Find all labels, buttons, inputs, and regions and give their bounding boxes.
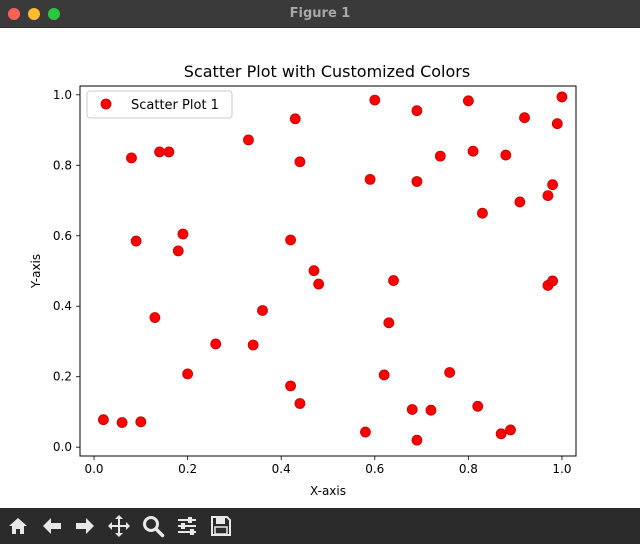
data-point (243, 134, 254, 146)
data-point (383, 317, 395, 329)
y-tick-label: 0.4 (53, 299, 72, 313)
y-tick-label: 0.0 (53, 440, 72, 454)
x-tick-label: 0.4 (272, 462, 291, 476)
chart-title: Scatter Plot with Customized Colors (184, 62, 470, 81)
data-point (551, 118, 563, 130)
x-axis-ticks: 0.0 0.2 0.4 0.6 0.8 1.0 (84, 456, 572, 476)
data-point (149, 312, 161, 323)
forward-button[interactable] (70, 511, 100, 541)
pan-button[interactable] (104, 511, 134, 541)
maximize-window-button[interactable] (48, 8, 60, 20)
data-point (495, 428, 507, 440)
plot-area[interactable] (80, 86, 576, 456)
arrow-left-icon (43, 518, 61, 534)
data-point (434, 150, 446, 162)
data-point (411, 105, 423, 117)
data-point (369, 94, 381, 106)
data-point (163, 146, 175, 158)
data-point (547, 179, 558, 191)
data-point (257, 305, 268, 316)
data-point (177, 228, 189, 240)
plot-frame (79, 85, 577, 457)
arrow-right-icon (76, 518, 94, 534)
data-point (467, 145, 479, 157)
magnifier-icon (143, 516, 165, 538)
back-button[interactable] (37, 511, 67, 541)
x-tick-label: 0.6 (365, 462, 384, 476)
data-point (500, 149, 512, 161)
data-point (313, 278, 325, 290)
data-point (294, 156, 306, 168)
data-point (130, 235, 142, 247)
data-point (308, 265, 320, 277)
sliders-icon (178, 517, 196, 535)
data-point (472, 400, 484, 412)
data-point (425, 404, 437, 416)
zoom-button[interactable] (138, 511, 168, 541)
y-tick-label: 1.0 (53, 88, 72, 102)
data-point (285, 234, 296, 246)
data-point (406, 404, 418, 415)
data-point (247, 339, 259, 351)
data-point (182, 368, 194, 380)
window-titlebar[interactable]: Figure 1 (0, 0, 640, 28)
save-button[interactable] (206, 511, 236, 541)
data-point (135, 416, 147, 428)
configure-subplots-button[interactable] (172, 511, 202, 541)
data-point (547, 275, 558, 287)
data-point (411, 176, 423, 187)
data-point (477, 207, 488, 219)
data-point (364, 173, 376, 185)
y-tick-label: 0.2 (53, 370, 72, 384)
data-point (285, 380, 296, 392)
legend: Scatter Plot 1 (86, 90, 233, 119)
figure-canvas[interactable]: Scatter Plot with Customized Colors 0.0 0… (0, 28, 640, 508)
navigation-toolbar (0, 508, 640, 544)
window-title: Figure 1 (289, 6, 351, 21)
close-window-button[interactable] (8, 8, 20, 20)
floppy-disk-icon (211, 516, 231, 536)
data-point (556, 91, 568, 103)
y-axis-ticks: 0.0 0.2 0.4 0.6 0.8 1.0 (53, 88, 80, 454)
data-point (378, 369, 390, 381)
y-axis-label: Y-axis (29, 254, 43, 289)
data-point (444, 367, 456, 378)
data-point (172, 245, 184, 257)
home-button[interactable] (3, 511, 33, 541)
scatter-chart[interactable]: Scatter Plot with Customized Colors 0.0 0… (0, 28, 640, 508)
data-point (154, 146, 165, 158)
data-point (116, 417, 128, 428)
data-point (505, 424, 516, 436)
data-point (388, 275, 399, 286)
home-icon (9, 518, 27, 534)
x-tick-label: 0.2 (178, 462, 197, 476)
x-tick-label: 0.0 (84, 462, 103, 476)
data-point (514, 196, 526, 208)
x-tick-label: 0.8 (459, 462, 478, 476)
data-point (289, 113, 301, 125)
data-point (294, 398, 306, 409)
legend-marker (100, 98, 112, 110)
legend-label: Scatter Plot 1 (131, 98, 219, 113)
data-points (98, 91, 568, 446)
data-point (519, 112, 530, 124)
data-point (210, 338, 222, 350)
data-point (126, 152, 137, 164)
minimize-window-button[interactable] (28, 8, 40, 20)
move-icon (108, 515, 130, 537)
data-point (360, 426, 371, 438)
data-point (98, 414, 109, 426)
data-point (411, 434, 423, 446)
x-axis-label: X-axis (310, 484, 346, 498)
legend-box (86, 90, 233, 119)
y-tick-label: 0.6 (53, 229, 72, 243)
x-tick-label: 1.0 (552, 462, 571, 476)
data-point (462, 95, 474, 107)
data-point (542, 190, 554, 201)
y-tick-label: 0.8 (53, 158, 72, 172)
